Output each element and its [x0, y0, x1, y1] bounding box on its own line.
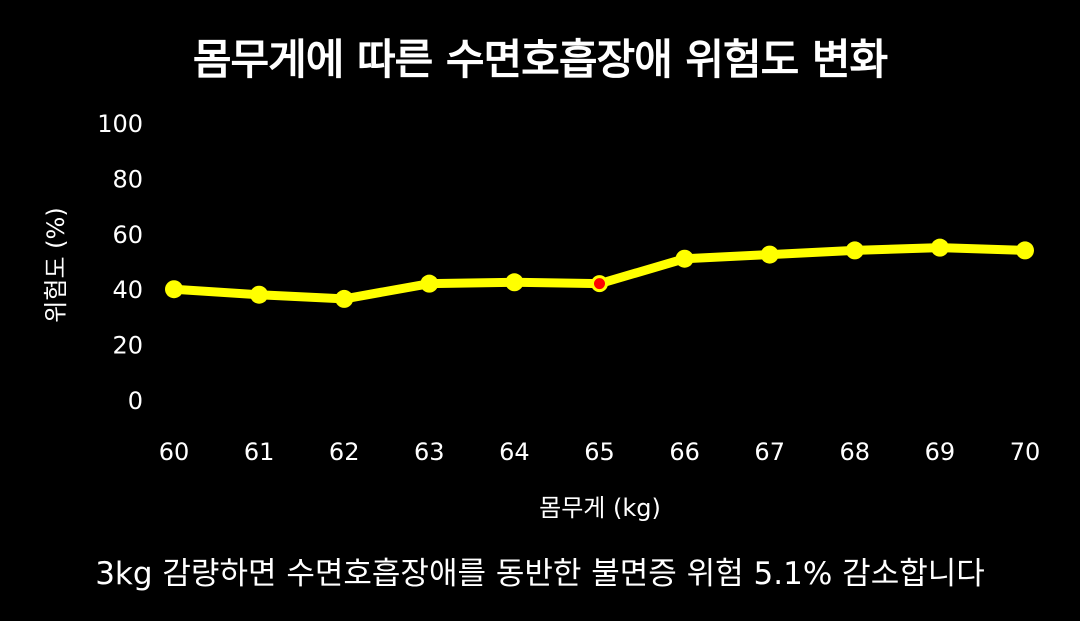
- data-point: [335, 289, 354, 308]
- x-tick-label: 70: [1010, 438, 1041, 466]
- data-point: [675, 249, 694, 268]
- x-tick-label: 68: [840, 438, 871, 466]
- x-tick-label: 64: [499, 438, 530, 466]
- x-axis-ticks: 60 61 62 63 64 65 66 67 68 69 70: [159, 438, 1041, 466]
- x-axis-title: 몸무게 (kg): [539, 494, 661, 522]
- y-axis-ticks: 0 20 40 60 80 100: [97, 110, 143, 415]
- data-point: [1016, 241, 1034, 260]
- y-tick-label: 0: [128, 387, 143, 415]
- highlight-point: [591, 275, 608, 293]
- y-tick-label: 80: [112, 165, 143, 193]
- data-point: [845, 241, 864, 260]
- data-point: [505, 273, 524, 292]
- x-tick-label: 65: [584, 438, 615, 466]
- y-tick-label: 40: [112, 276, 143, 304]
- x-tick-label: 63: [414, 438, 445, 466]
- data-point: [165, 280, 183, 299]
- x-tick-label: 61: [244, 438, 275, 466]
- x-tick-label: 60: [159, 438, 190, 466]
- data-point: [250, 285, 269, 304]
- data-point: [930, 238, 949, 257]
- x-tick-label: 62: [329, 438, 360, 466]
- x-tick-label: 69: [925, 438, 956, 466]
- y-tick-label: 20: [112, 332, 143, 360]
- y-axis-title: 위험도 (%): [42, 207, 70, 322]
- chart-title: 몸무게에 따른 수면호흡장애 위험도 변화: [192, 35, 888, 84]
- x-tick-label: 67: [754, 438, 785, 466]
- y-tick-label: 100: [97, 110, 143, 138]
- points-layer: [165, 238, 1034, 308]
- data-point: [760, 245, 779, 264]
- y-tick-label: 60: [112, 221, 143, 249]
- data-point: [420, 274, 439, 293]
- caption-text: 3kg 감량하면 수면호흡장애를 동반한 불면증 위험 5.1% 감소합니다: [95, 556, 985, 592]
- x-tick-label: 66: [669, 438, 700, 466]
